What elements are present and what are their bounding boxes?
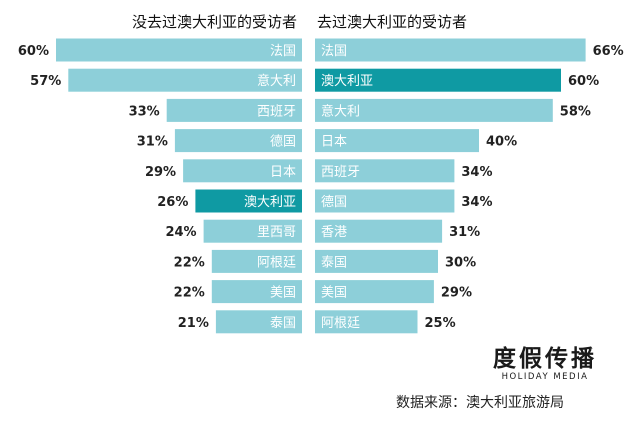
data-label-right-0: 66%: [593, 44, 624, 59]
bar-right-9: [315, 310, 418, 334]
bar-label-right-5: 德国: [321, 195, 347, 210]
data-label-left-8: 22%: [174, 286, 205, 301]
data-label-left-9: 21%: [178, 316, 209, 331]
bar-left-7: [211, 249, 302, 273]
bar-right-1: [315, 68, 561, 92]
bar-label-right-2: 意大利: [321, 103, 360, 119]
bar-label-left-3: 德国: [270, 135, 296, 150]
bar-left-8: [211, 280, 302, 304]
data-label-right-6: 31%: [449, 225, 480, 240]
panel-title-1: 去过澳大利亚的受访者: [317, 13, 467, 31]
bar-label-left-6: 里西哥: [257, 225, 296, 240]
bar-right-7: [315, 249, 438, 273]
bar-label-right-3: 日本: [321, 135, 347, 150]
bar-label-left-9: 泰国: [270, 316, 296, 331]
bar-label-right-6: 香港: [321, 225, 347, 240]
bar-left-0: [56, 38, 302, 62]
bar-label-left-7: 阿根廷: [257, 255, 296, 270]
data-label-right-3: 40%: [486, 135, 517, 150]
data-label-right-1: 60%: [568, 74, 599, 89]
bar-right-5: [315, 189, 455, 213]
bar-label-left-5: 澳大利亚: [244, 194, 296, 210]
data-label-left-6: 24%: [165, 225, 196, 240]
bar-right-0: [315, 38, 586, 62]
data-label-right-9: 25%: [425, 316, 456, 331]
data-label-right-5: 34%: [461, 195, 492, 210]
data-label-right-2: 58%: [560, 104, 591, 119]
bar-right-8: [315, 280, 434, 304]
bar-right-2: [315, 98, 553, 122]
bar-label-left-2: 西班牙: [257, 104, 296, 119]
bar-right-3: [315, 129, 479, 153]
bar-label-left-1: 意大利: [257, 73, 296, 89]
data-label-right-7: 30%: [445, 255, 476, 270]
data-label-right-8: 29%: [441, 286, 472, 301]
data-label-left-5: 26%: [157, 195, 188, 210]
brand-name-en: HOLIDAY MEDIA: [501, 372, 589, 382]
data-label-left-4: 29%: [145, 165, 176, 180]
bar-label-right-8: 美国: [321, 286, 347, 301]
bar-left-1: [68, 68, 302, 92]
data-label-left-0: 60%: [18, 44, 49, 59]
brand-name-cn: 度假传播: [493, 346, 597, 372]
bar-label-right-0: 法国: [321, 44, 347, 59]
bar-label-left-8: 美国: [270, 286, 296, 301]
bar-label-left-4: 日本: [270, 165, 296, 180]
data-source: 数据来源：澳大利亚旅游局: [396, 395, 564, 411]
holiday-media-logo: 度假传播 HOLIDAY MEDIA: [492, 346, 598, 382]
bar-left-6: [203, 219, 302, 243]
bar-label-right-7: 泰国: [321, 255, 347, 270]
bar-left-3: [174, 129, 302, 153]
data-label-left-3: 31%: [137, 135, 168, 150]
bar-left-9: [215, 310, 302, 334]
data-label-left-1: 57%: [30, 74, 61, 89]
bar-label-right-1: 澳大利亚: [321, 73, 373, 89]
bar-label-left-0: 法国: [270, 44, 296, 59]
data-label-left-2: 33%: [129, 104, 160, 119]
bar-left-2: [166, 98, 302, 122]
panel-title-0: 没去过澳大利亚的受访者: [132, 13, 297, 31]
bar-label-right-4: 西班牙: [321, 165, 360, 180]
bar-right-6: [315, 219, 443, 243]
bar-right-4: [315, 159, 455, 183]
data-label-left-7: 22%: [174, 255, 205, 270]
data-label-right-4: 34%: [461, 165, 492, 180]
bar-left-4: [183, 159, 302, 183]
bar-left-5: [195, 189, 302, 213]
bar-label-right-9: 阿根廷: [321, 316, 360, 331]
